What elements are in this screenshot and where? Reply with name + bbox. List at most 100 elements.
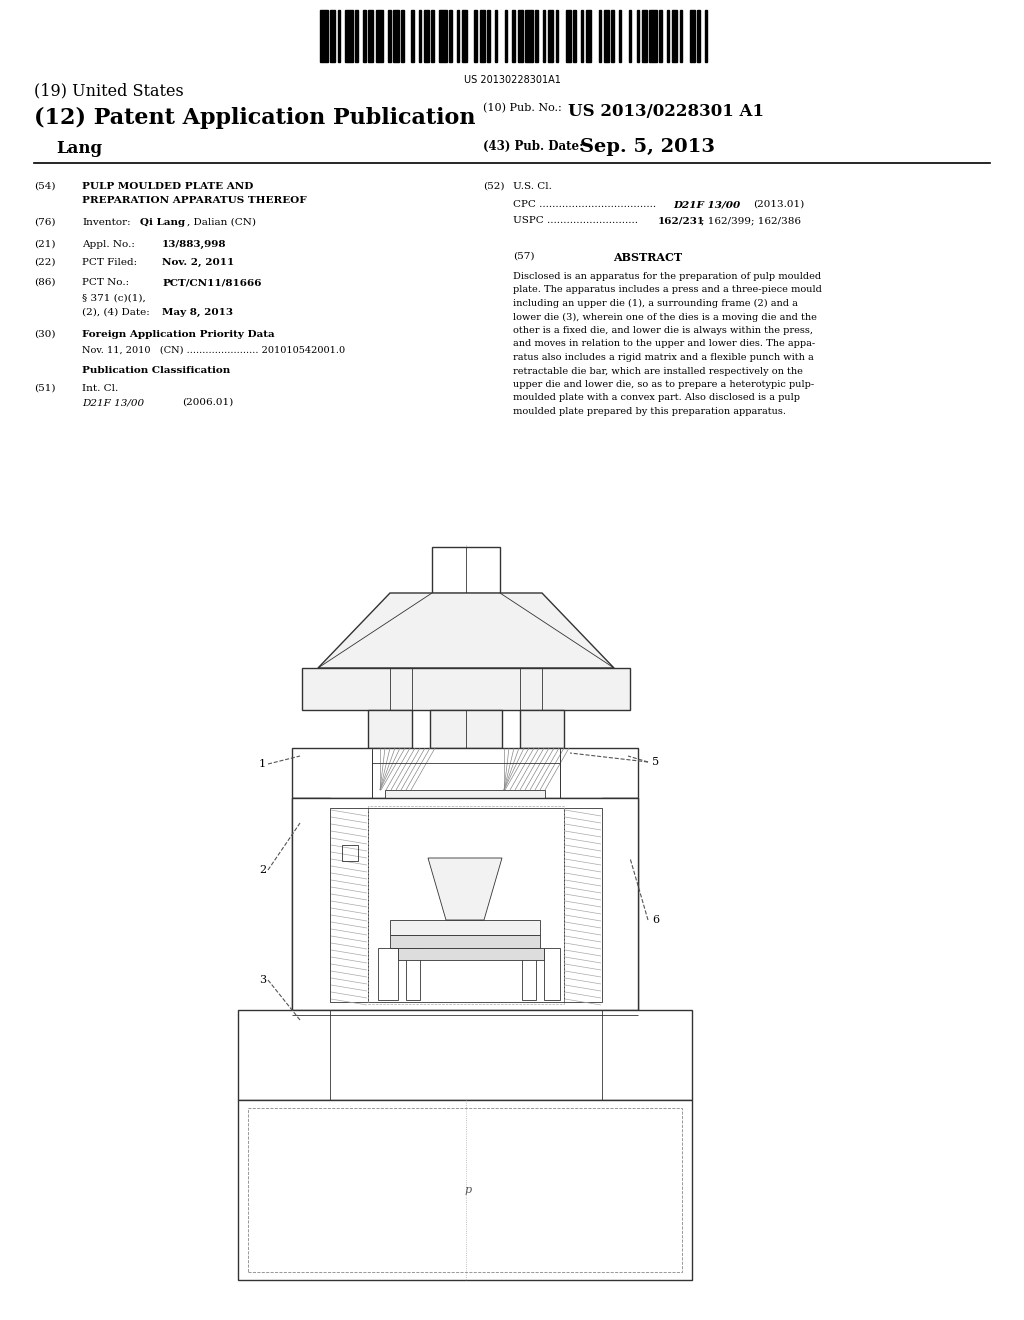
Bar xyxy=(390,920,540,935)
Bar xyxy=(637,11,639,62)
Text: ; 162/399; 162/386: ; 162/399; 162/386 xyxy=(701,216,801,224)
Text: PCT No.:: PCT No.: xyxy=(82,279,129,286)
Bar xyxy=(319,11,328,62)
Bar xyxy=(705,11,708,62)
Text: 13/883,998: 13/883,998 xyxy=(162,240,226,249)
Bar xyxy=(512,11,515,62)
Bar xyxy=(667,11,670,62)
Bar xyxy=(544,948,560,1001)
Bar xyxy=(602,799,638,1010)
Text: (30): (30) xyxy=(34,330,55,339)
Text: 162/231: 162/231 xyxy=(658,216,706,224)
Text: moulded plate prepared by this preparation apparatus.: moulded plate prepared by this preparati… xyxy=(513,407,786,416)
Text: (2006.01): (2006.01) xyxy=(182,399,233,407)
Bar xyxy=(355,11,358,62)
Text: (54): (54) xyxy=(34,182,55,191)
Text: Disclosed is an apparatus for the preparation of pulp moulded: Disclosed is an apparatus for the prepar… xyxy=(513,272,821,281)
Bar xyxy=(462,11,467,62)
Text: (2), (4) Date:: (2), (4) Date: xyxy=(82,308,150,317)
Text: Inventor:: Inventor: xyxy=(82,218,131,227)
Text: (57): (57) xyxy=(513,252,535,261)
Bar xyxy=(603,11,608,62)
Bar xyxy=(292,748,638,799)
Bar xyxy=(629,11,632,62)
Bar xyxy=(573,11,575,62)
Bar xyxy=(432,546,500,593)
Bar xyxy=(431,11,434,62)
Text: plate. The apparatus includes a press and a three-piece mould: plate. The apparatus includes a press an… xyxy=(513,285,822,294)
Text: lower die (3), wherein one of the dies is a moving die and the: lower die (3), wherein one of the dies i… xyxy=(513,313,817,322)
Bar xyxy=(292,799,330,1010)
Bar xyxy=(401,11,403,62)
Text: U.S. Cl.: U.S. Cl. xyxy=(513,182,552,191)
Text: retractable die bar, which are installed respectively on the: retractable die bar, which are installed… xyxy=(513,367,803,375)
Bar xyxy=(495,11,498,62)
Bar xyxy=(368,807,564,1005)
Text: and moves in relation to the upper and lower dies. The appa-: and moves in relation to the upper and l… xyxy=(513,339,815,348)
Bar xyxy=(697,11,699,62)
Bar xyxy=(586,11,591,62)
Bar xyxy=(412,11,414,62)
Text: , Dalian (CN): , Dalian (CN) xyxy=(187,218,256,227)
Bar xyxy=(368,808,564,1002)
Bar xyxy=(690,11,695,62)
Bar xyxy=(292,799,638,1010)
Bar xyxy=(364,11,366,62)
Text: May 8, 2013: May 8, 2013 xyxy=(162,308,233,317)
Text: 5: 5 xyxy=(652,756,659,767)
Bar xyxy=(376,11,383,62)
Text: Qi Lang: Qi Lang xyxy=(140,218,185,227)
Bar xyxy=(238,1010,692,1100)
Bar xyxy=(388,11,391,62)
Text: Nov. 2, 2011: Nov. 2, 2011 xyxy=(162,257,234,267)
Text: (52): (52) xyxy=(483,182,505,191)
Bar xyxy=(345,11,353,62)
Text: (43) Pub. Date:: (43) Pub. Date: xyxy=(483,140,584,153)
Bar xyxy=(599,11,601,62)
Bar xyxy=(659,11,662,62)
Text: including an upper die (1), a surrounding frame (2) and a: including an upper die (1), a surroundin… xyxy=(513,300,798,308)
Bar xyxy=(543,11,546,62)
Bar xyxy=(581,11,584,62)
Bar xyxy=(525,11,532,62)
Text: CPC ....................................: CPC .................................... xyxy=(513,201,656,209)
Bar xyxy=(439,11,446,62)
Bar xyxy=(611,11,613,62)
Bar xyxy=(248,1107,682,1272)
Bar xyxy=(302,668,630,710)
Bar xyxy=(238,1100,692,1280)
Text: 1: 1 xyxy=(259,759,266,770)
Text: Lang: Lang xyxy=(56,140,102,157)
Bar xyxy=(338,11,340,62)
Bar xyxy=(565,11,570,62)
Bar xyxy=(457,11,460,62)
Text: 3: 3 xyxy=(259,975,266,985)
Text: (51): (51) xyxy=(34,384,55,393)
Text: Sep. 5, 2013: Sep. 5, 2013 xyxy=(580,139,715,156)
Bar xyxy=(406,948,420,1001)
Bar xyxy=(372,748,560,799)
Bar xyxy=(649,11,656,62)
Text: Nov. 11, 2010   (CN) ....................... 201010542001.0: Nov. 11, 2010 (CN) .....................… xyxy=(82,346,345,355)
Text: ABSTRACT: ABSTRACT xyxy=(613,252,682,263)
Bar xyxy=(505,11,508,62)
Bar xyxy=(642,11,647,62)
Text: PCT/CN11/81666: PCT/CN11/81666 xyxy=(162,279,261,286)
Bar xyxy=(424,11,429,62)
Bar xyxy=(536,11,538,62)
Bar xyxy=(517,11,522,62)
Bar xyxy=(419,11,421,62)
Bar xyxy=(479,11,484,62)
Text: US 2013/0228301 A1: US 2013/0228301 A1 xyxy=(568,103,764,120)
Text: (76): (76) xyxy=(34,218,55,227)
Text: 2: 2 xyxy=(259,865,266,875)
Text: 6: 6 xyxy=(652,915,659,925)
Text: ratus also includes a rigid matrix and a flexible punch with a: ratus also includes a rigid matrix and a… xyxy=(513,352,814,362)
Text: US 20130228301A1: US 20130228301A1 xyxy=(464,75,560,84)
Text: PREPARATION APPARATUS THEREOF: PREPARATION APPARATUS THEREOF xyxy=(82,195,306,205)
Bar xyxy=(398,948,544,960)
Text: § 371 (c)(1),: § 371 (c)(1), xyxy=(82,294,145,304)
Polygon shape xyxy=(318,593,614,668)
Text: Foreign Application Priority Data: Foreign Application Priority Data xyxy=(82,330,274,339)
Bar xyxy=(393,11,398,62)
